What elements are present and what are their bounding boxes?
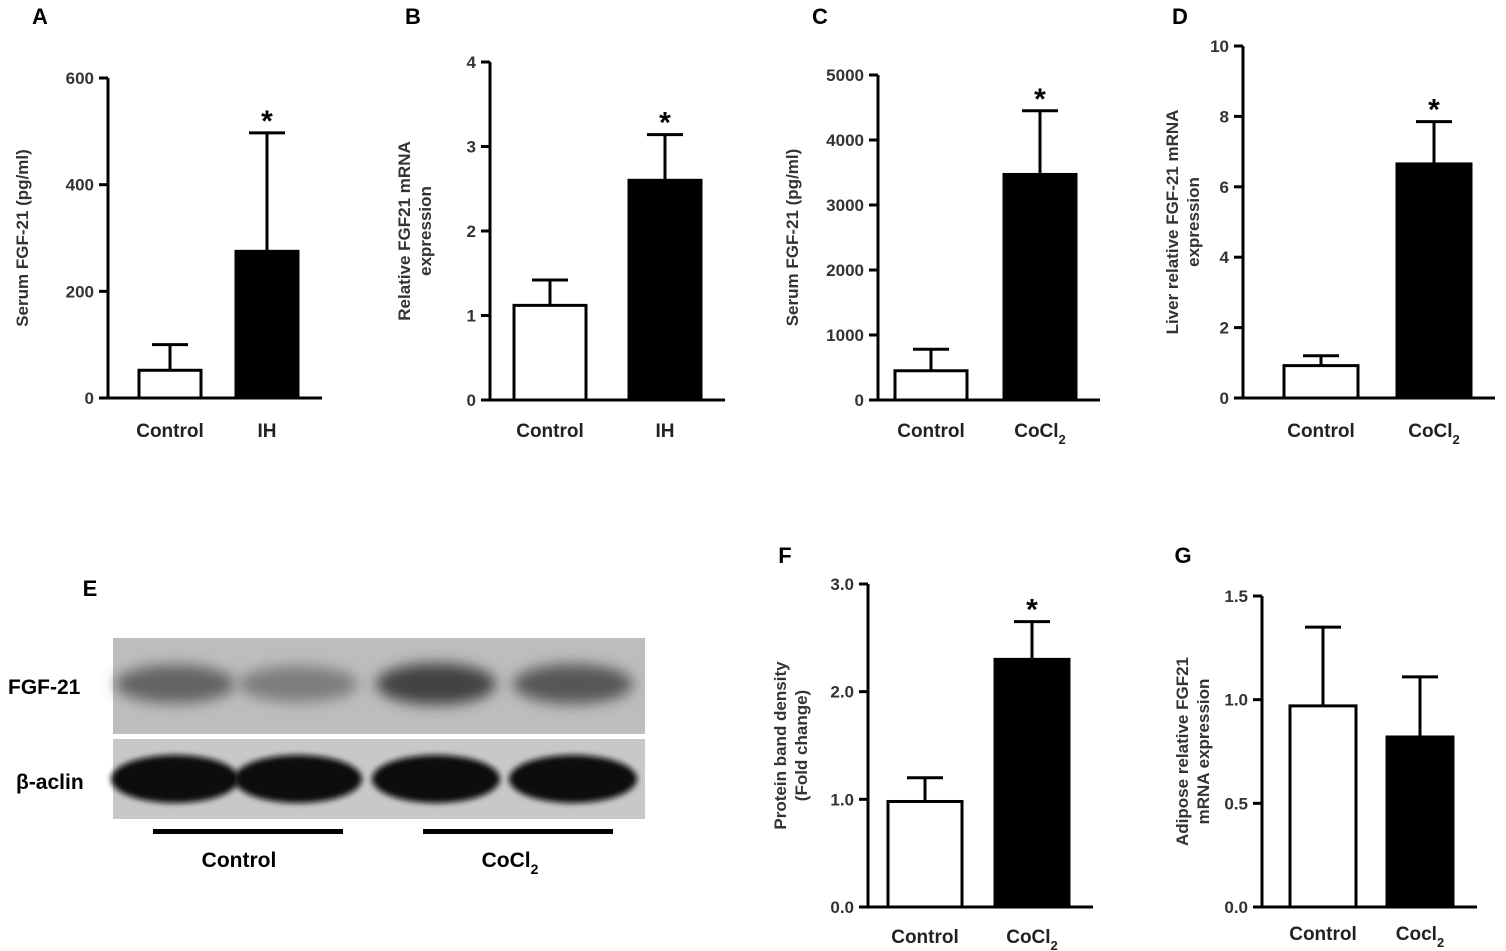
category-label: IH xyxy=(656,421,675,442)
panel-label: G xyxy=(1174,543,1191,568)
bar-cocl xyxy=(1395,162,1473,400)
y-tick-label: 4000 xyxy=(826,131,864,150)
y-axis-label: Serum FGF-21 (pg/ml) xyxy=(783,149,802,327)
chart-panel-c: C 0 1000 2000 3000 4000 5000 Serum FGF-21 (pg/m… xyxy=(783,4,1100,447)
y-tick-label: 0 xyxy=(467,391,476,410)
category-label: IH xyxy=(258,421,277,442)
category-label: Control xyxy=(1289,924,1357,945)
panel-label: B xyxy=(405,4,421,29)
y-tick-label: 10 xyxy=(1210,37,1229,56)
significance-marker: * xyxy=(261,105,273,138)
bar-control xyxy=(893,369,969,402)
bar-control xyxy=(1282,364,1360,400)
chart-panel-a: A 0 200 400 600 Serum FGF-21 (pg/ml) Control * I… xyxy=(13,4,322,442)
y-tick-label: 0.5 xyxy=(1224,794,1248,813)
chart-panel-b: B 0 1 2 3 4 Relative FGF21 mRNA expression Contr… xyxy=(395,4,725,442)
y-axis-label: Liver relative FGF-21 mRNA expression xyxy=(1163,110,1203,335)
bar-control xyxy=(137,368,203,400)
significance-marker: * xyxy=(659,107,671,140)
blot-row-label: FGF-21 xyxy=(8,676,81,699)
y-tick-label: 2000 xyxy=(826,261,864,280)
significance-marker: * xyxy=(1428,94,1440,127)
y-axis-label: Protein band density (Fold change) xyxy=(771,661,811,830)
category-label: CoCl2 xyxy=(1014,421,1066,447)
category-label: CoCl2 xyxy=(1006,927,1058,951)
category-label: CoCl2 xyxy=(1408,421,1460,447)
chart-panel-f: F 0.0 1.0 2.0 3.0 Protein band density (Fold c… xyxy=(771,543,1093,951)
panel-label: D xyxy=(1172,4,1188,29)
bar-ih xyxy=(627,178,703,402)
category-label: Control xyxy=(1287,421,1355,442)
y-tick-label: 2 xyxy=(1220,319,1229,338)
y-tick-label: 3.0 xyxy=(830,575,854,594)
y-tick-label: 0 xyxy=(855,391,864,410)
y-tick-label: 200 xyxy=(66,282,94,301)
category-label: Cocl2 xyxy=(1396,924,1444,950)
blot-group-label: CoCl2 xyxy=(482,849,539,877)
bar-cocl xyxy=(1002,172,1078,402)
y-tick-label: 1.0 xyxy=(830,790,854,809)
group-bar-cocl2 xyxy=(423,829,613,834)
y-tick-label: 2 xyxy=(467,222,476,241)
y-tick-label: 5000 xyxy=(826,66,864,85)
band-actin xyxy=(111,755,239,803)
y-tick-label: 8 xyxy=(1220,107,1229,126)
chart-panel-g: G 0.0 0.5 1.0 1.5 Adipose relative FGF21 mRNA … xyxy=(1173,543,1477,950)
bar-cocl xyxy=(993,657,1071,909)
bar-control xyxy=(1288,704,1358,909)
y-tick-label: 6 xyxy=(1220,178,1229,197)
category-label: Control xyxy=(516,421,584,442)
y-tick-label: 0 xyxy=(1220,389,1229,408)
y-tick-label: 4 xyxy=(467,53,477,72)
bar-ih xyxy=(234,249,300,400)
y-tick-label: 0 xyxy=(85,389,94,408)
y-tick-label: 600 xyxy=(66,69,94,88)
category-label: Control xyxy=(891,927,959,948)
bar-control xyxy=(512,303,588,402)
bar-cocl xyxy=(1385,735,1455,909)
band-fgf21 xyxy=(513,664,633,704)
significance-marker: * xyxy=(1026,594,1038,627)
band-fgf21 xyxy=(238,665,358,703)
panel-label: E xyxy=(83,576,98,601)
y-tick-label: 0.0 xyxy=(830,898,854,917)
category-label: Control xyxy=(897,421,965,442)
band-actin xyxy=(234,755,362,803)
y-axis-label: Adipose relative FGF21 mRNA expression xyxy=(1173,657,1213,846)
blot-row-label: β-aclin xyxy=(16,771,84,794)
western-blot-panel-e: E FGF-21 β-aclin Control CoCl2 xyxy=(8,576,645,877)
y-tick-label: 4 xyxy=(1220,248,1230,267)
band-actin xyxy=(372,755,500,803)
y-tick-label: 1 xyxy=(467,307,476,326)
category-label: Control xyxy=(136,421,204,442)
group-bar-control xyxy=(153,829,343,834)
band-actin xyxy=(509,755,637,803)
bar-control xyxy=(886,799,964,909)
band-fgf21 xyxy=(115,664,235,704)
y-tick-label: 400 xyxy=(66,176,94,195)
y-axis-label: Serum FGF-21 (pg/ml) xyxy=(13,149,32,327)
chart-panel-d: D 0 2 4 6 8 10 Liver relative FGF-21 mRNA expres… xyxy=(1163,4,1495,447)
y-axis-label: Relative FGF21 mRNA expression xyxy=(395,141,435,321)
panel-label: C xyxy=(812,4,828,29)
y-tick-label: 3000 xyxy=(826,196,864,215)
significance-marker: * xyxy=(1034,83,1046,116)
blot-group-label: Control xyxy=(202,849,277,872)
y-tick-label: 1.0 xyxy=(1224,691,1248,710)
band-fgf21 xyxy=(376,663,496,705)
y-tick-label: 0.0 xyxy=(1224,898,1248,917)
y-tick-label: 3 xyxy=(467,138,476,157)
panel-label: F xyxy=(778,543,791,568)
y-tick-label: 2.0 xyxy=(830,683,854,702)
y-tick-label: 1000 xyxy=(826,326,864,345)
y-tick-label: 1.5 xyxy=(1224,587,1248,606)
panel-label: A xyxy=(32,4,48,29)
